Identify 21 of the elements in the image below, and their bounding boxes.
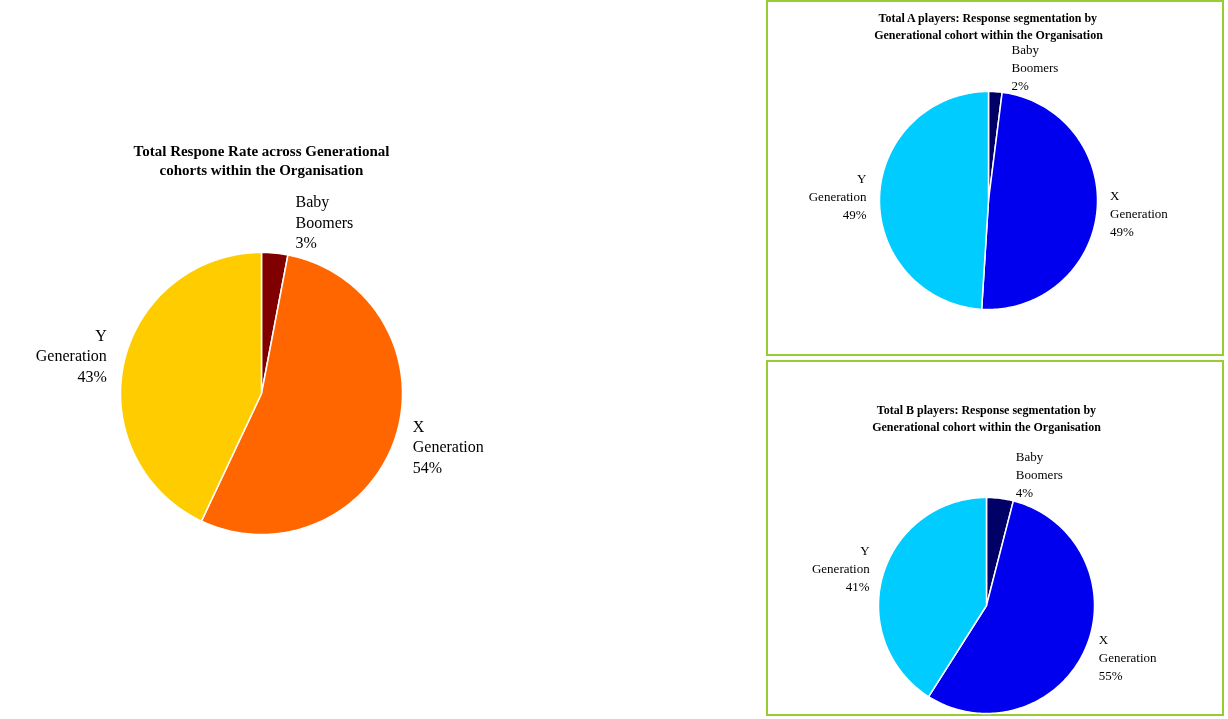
data-label: 41% (845, 579, 870, 595)
slice-label: Baby Boomers (1011, 42, 1059, 76)
slice-label: Y Generation (811, 543, 871, 577)
slice-label: X Generation (1110, 187, 1169, 221)
data-label: 54% (412, 458, 443, 476)
chart-title: Total A players: Response segmentation by Generational cohort within the Organisation (874, 11, 1104, 42)
data-label: 43% (77, 367, 107, 385)
chart-title: Total Respone Rate across Generational cohorts within the Organisation (133, 142, 390, 179)
slice-label: Baby Boomers (1015, 449, 1063, 483)
slice-label: X Generation (412, 417, 484, 456)
slice-label: Y Generation (808, 170, 868, 204)
slice-label: Baby Boomers (295, 193, 354, 231)
chart-title: Total B players: Response segmentation by Generational cohort within the Organisation (872, 403, 1102, 434)
data-label: 3% (295, 234, 317, 252)
data-label: 4% (1015, 485, 1034, 501)
slice-label: Y Generation (35, 327, 108, 365)
data-label: 55% (1098, 668, 1123, 684)
data-label: 49% (1110, 223, 1135, 239)
data-label: 2% (1011, 78, 1029, 94)
data-label: 49% (842, 206, 867, 222)
slice-label: X Generation (1098, 632, 1158, 666)
